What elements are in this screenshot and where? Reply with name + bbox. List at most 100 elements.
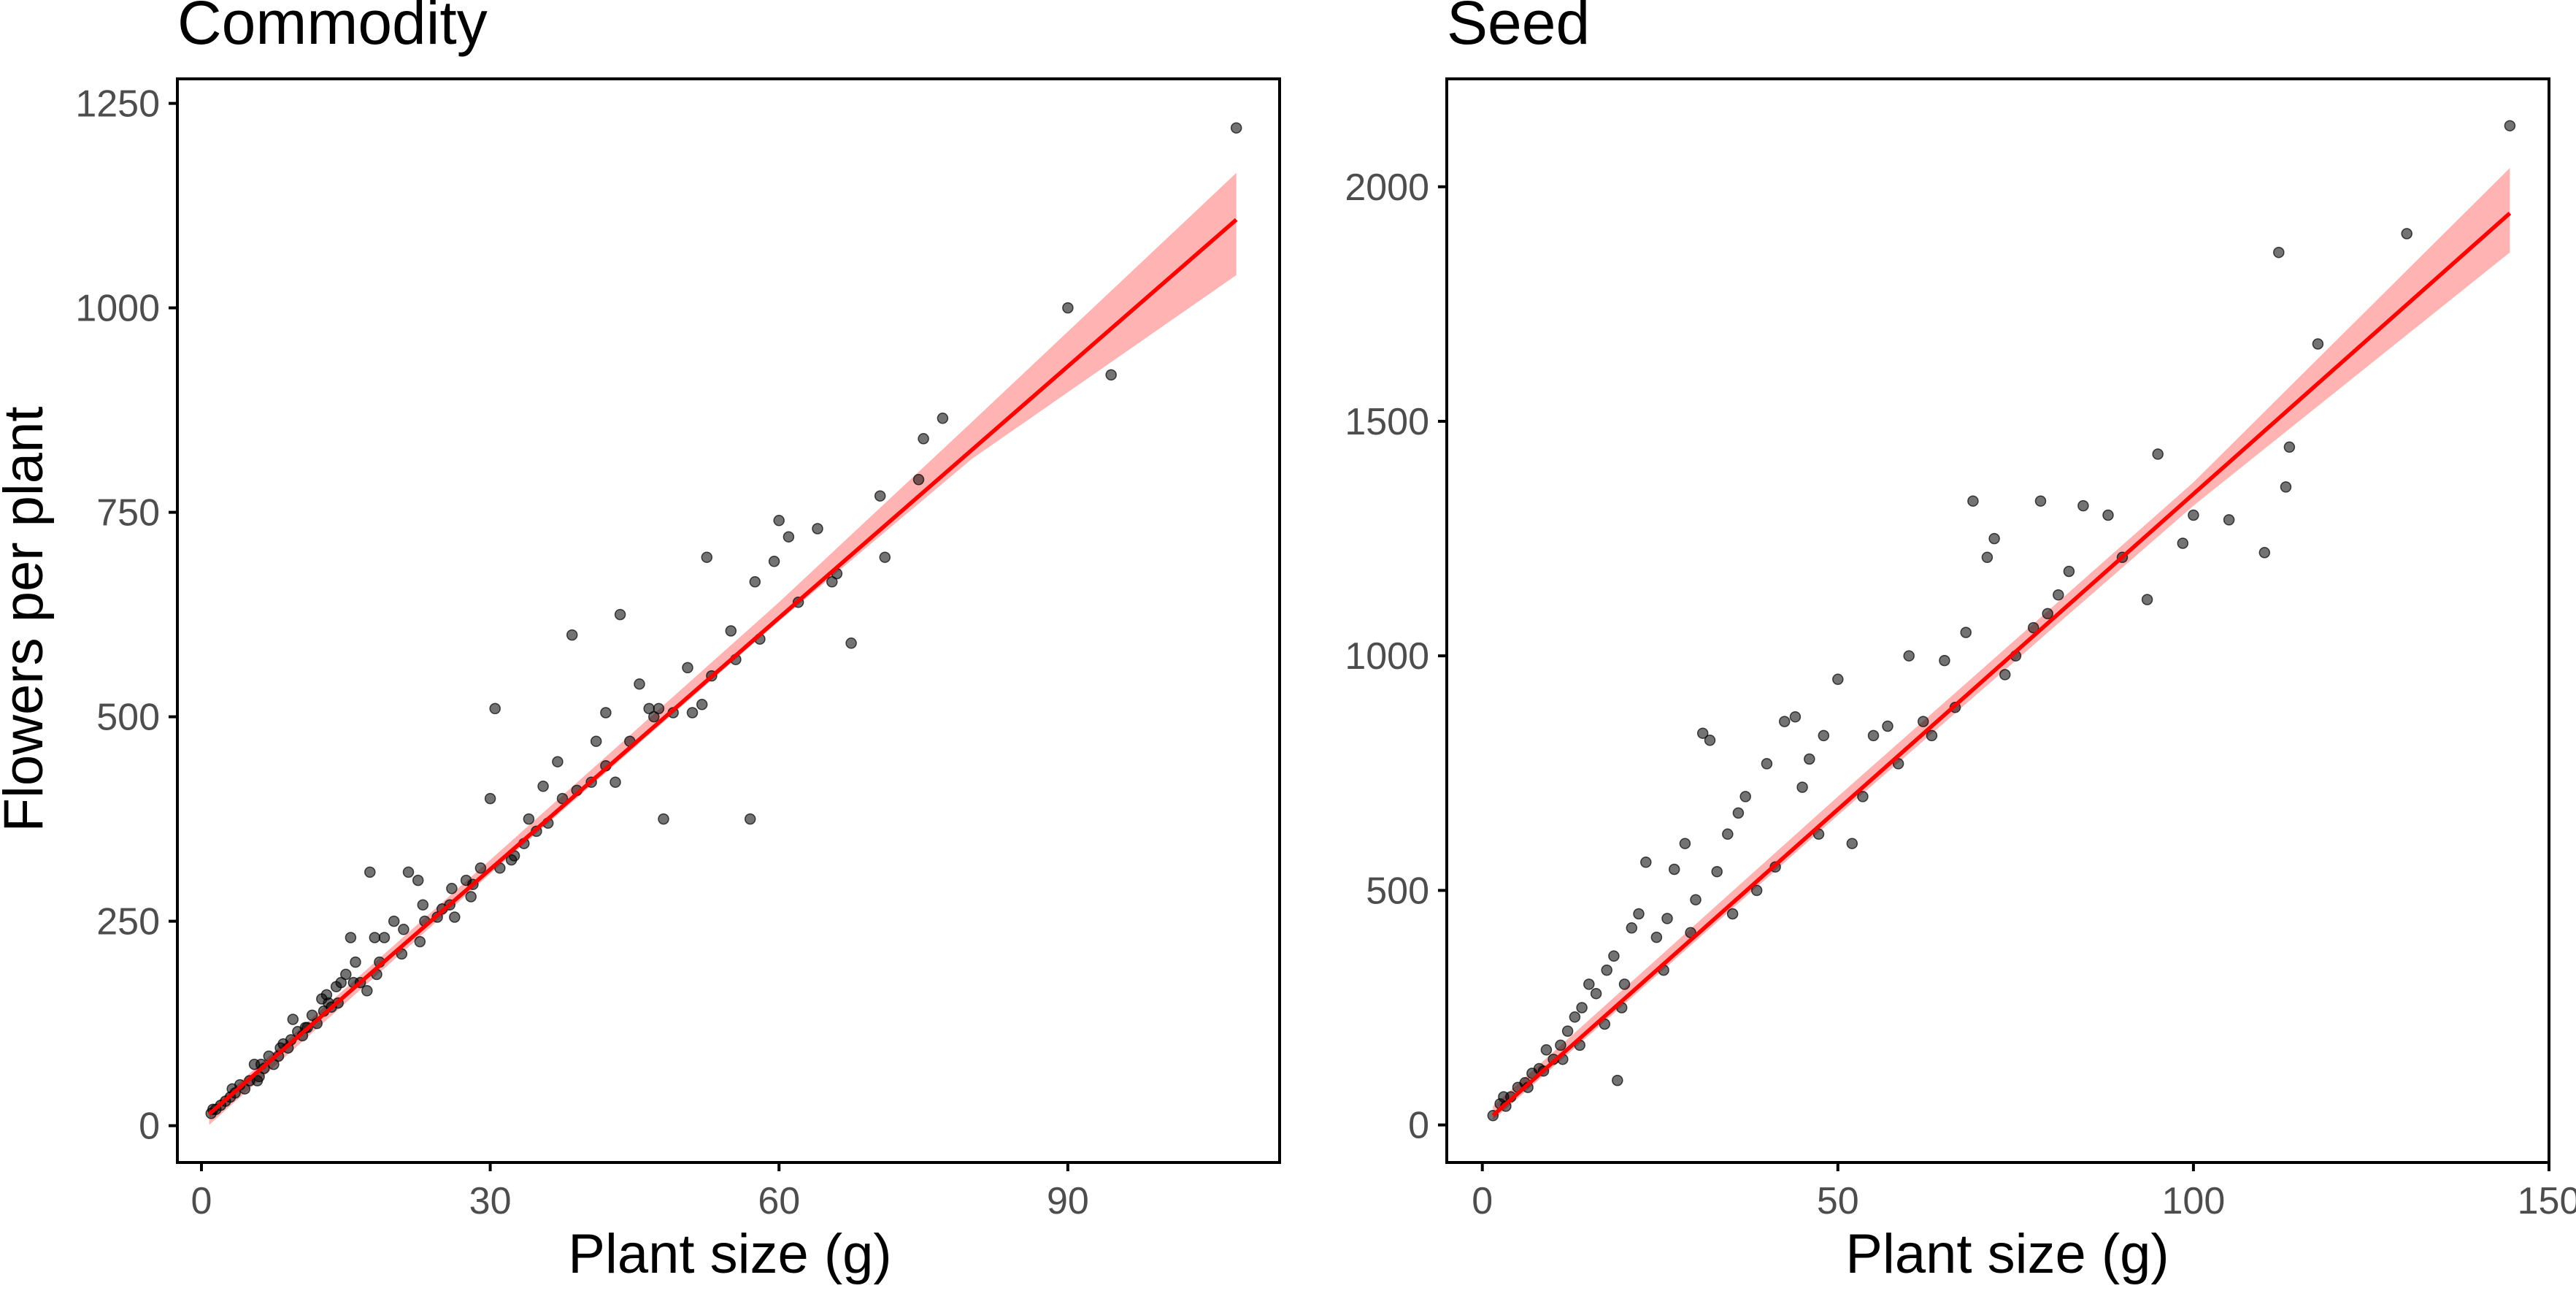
data-point [879,551,891,563]
fit-line [207,218,1238,1116]
data-point [1867,729,1880,742]
confidence-band [209,172,1237,1125]
data-point [2283,441,2296,453]
data-point [1569,1011,1581,1023]
data-point [414,935,426,948]
data-point [537,781,549,792]
data-point [1062,302,1074,314]
fit-line [1491,211,2512,1117]
data-point [725,625,737,637]
data-point [378,932,391,943]
x-axis-label: Plant size (g) [1845,1223,2169,1285]
data-point [912,474,925,486]
data-point [937,413,949,424]
data-point [600,707,612,719]
data-point [768,556,780,567]
data-point [1732,807,1745,819]
x-tick-label: 30 [469,1180,512,1222]
data-point [1618,978,1631,990]
data-point [783,531,795,543]
data-point [749,576,761,588]
data-point [287,1014,299,1025]
data-point [1668,863,1680,876]
data-point [1583,978,1595,990]
data-point [2152,448,2164,460]
data-point [1999,669,2011,681]
data-point [1789,710,1802,723]
data-point [1576,1002,1588,1014]
data-point [2258,547,2271,559]
x-tick-label: 0 [191,1180,212,1222]
y-tick-label: 250 [96,901,160,943]
data-point [2223,514,2235,526]
data-point [2312,338,2324,350]
data-point [1857,791,1869,802]
data-point [744,813,756,825]
data-point [812,523,823,535]
data-point [388,915,400,927]
data-point [1105,369,1117,381]
data-point [446,883,458,894]
data-point [648,710,660,723]
data-point [1696,727,1709,739]
x-tick-label: 100 [2162,1180,2226,1222]
data-point [686,707,699,719]
data-point [1704,735,1716,746]
data-point [350,956,361,968]
data-point [369,932,381,943]
data-point [773,515,785,526]
data-point [489,702,501,715]
data-point [1917,716,1929,727]
data-point [1892,758,1904,770]
data-point [2102,509,2114,521]
data-point [918,433,929,445]
data-point [1926,729,1938,742]
data-point [566,629,578,641]
data-point [556,792,569,805]
panel-frame [176,77,1281,1164]
y-tick-label: 2000 [1345,166,1429,209]
data-point [2141,594,2153,605]
data-point [1981,551,1993,564]
data-point [643,702,655,715]
data-point [1903,650,1915,662]
data-point [2280,481,2292,493]
confidence-band [1493,168,2510,1121]
data-point [696,699,708,710]
data-point [1230,122,1242,134]
data-point [826,576,838,588]
x-tick-label: 90 [1047,1180,1089,1222]
x-axis-label: Plant size (g) [568,1223,892,1285]
data-point [1726,908,1739,920]
y-axis-label: Flowers per plant [0,407,55,832]
data-point [2504,120,2516,131]
y-tick-label: 750 [96,492,160,535]
data-point [1555,1039,1566,1051]
data-point [2034,495,2047,507]
data-point [1679,838,1691,849]
data-point [1988,532,2000,545]
data-point [634,678,645,690]
data-point [306,1009,318,1022]
data-point [1832,673,1844,686]
data-point [465,891,477,903]
y-tick-label: 1250 [75,83,160,126]
panel-commodity: Commodity Plant size (g) 0 30 60 90 0 250 500 7… [75,0,1281,1285]
data-point [1796,781,1808,793]
x-tick-label: 60 [758,1180,800,1222]
data-point [1640,857,1652,868]
data-point [874,490,886,502]
data-point [364,866,376,878]
x-tick-label: 0 [1472,1180,1493,1222]
data-point [1750,884,1763,897]
data-point [2042,608,2053,620]
data-point [1561,1025,1574,1037]
data-point [484,792,496,805]
data-point [523,813,535,825]
data-point [2401,228,2412,240]
y-tick-label: 1500 [1345,401,1429,443]
data-point [412,874,424,886]
data-point [505,854,518,866]
